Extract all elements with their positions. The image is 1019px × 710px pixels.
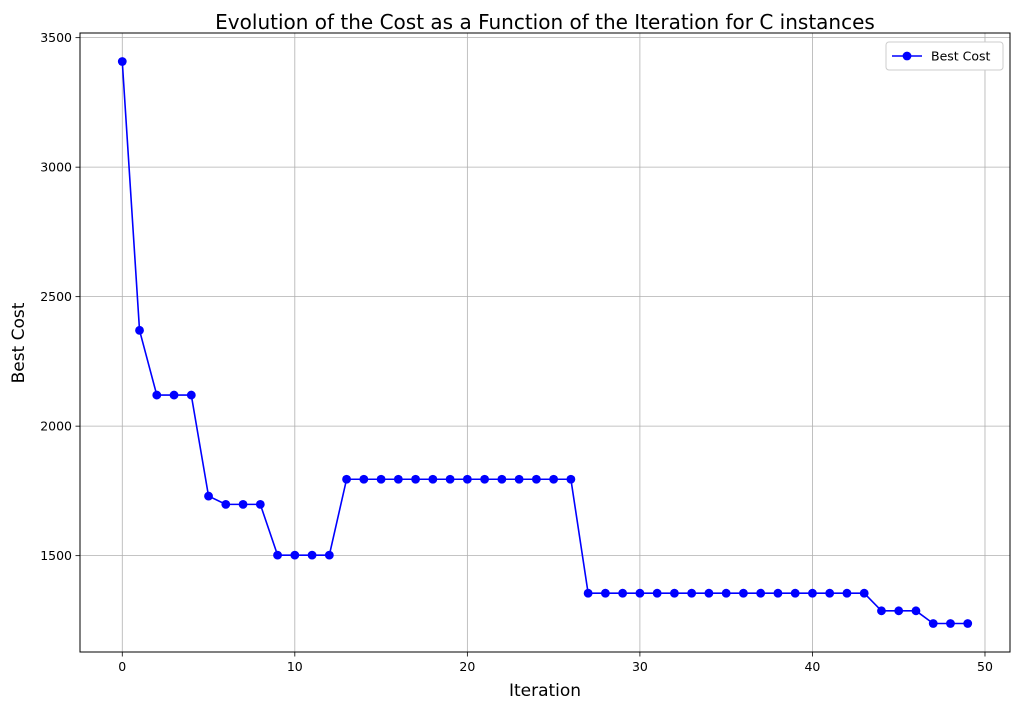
data-point [808,588,817,598]
data-point [186,390,196,400]
data-point [911,606,921,616]
plot-frame [79,32,1011,653]
data-point [428,474,438,484]
y-tick-label: 1500 [40,548,72,563]
data-point [549,474,559,484]
data-point [531,474,541,484]
x-tick-label: 30 [632,659,648,674]
data-point [635,588,645,598]
data-point [273,550,282,560]
x-tick-label: 0 [118,659,126,674]
data-point [670,588,679,598]
x-tick-label: 50 [977,659,993,674]
y-tick-label: 2500 [40,289,72,304]
data-point [877,606,886,616]
x-axis-title: Iteration [509,681,581,701]
data-point [928,619,938,628]
legend-box [885,41,1004,71]
legend-marker-swatch [902,51,912,61]
data-point [342,474,351,484]
data-point [859,588,869,598]
data-point [963,619,973,628]
data-point [946,619,955,628]
data-point [480,474,490,484]
y-axis-title: Best Cost [9,302,29,383]
chart-title: Evolution of the Cost as a Function of t… [215,10,875,34]
data-point [204,491,213,501]
data-point [290,550,300,560]
data-point [566,474,576,484]
data-point [790,588,800,598]
grid [80,33,1010,652]
data-point [739,588,748,598]
data-point [255,499,265,509]
data-point [583,588,593,598]
data-point [618,588,628,598]
data-point [462,474,472,484]
x-tick-label: 40 [804,659,820,674]
data-point [169,390,179,400]
data-point [652,588,662,598]
data-point [393,474,403,484]
series-layer [117,57,973,628]
data-point [238,499,248,509]
x-tick-label: 20 [459,659,475,674]
data-point [324,550,334,560]
data-point [221,499,231,509]
data-point [445,474,455,484]
data-point [687,588,697,598]
legend: Best Cost [885,41,1004,71]
ticks: 0 10 20 30 40 50 1500 2000 2500 3000 3500 [40,30,993,674]
data-point [514,474,524,484]
data-point [894,606,904,616]
y-tick-label: 3500 [40,30,72,45]
data-point [773,588,783,598]
data-point [497,474,507,484]
data-point [376,474,386,484]
data-point [842,588,852,598]
data-point [411,474,420,484]
legend-label: Best Cost [931,49,991,64]
data-point [721,588,731,598]
data-point [756,588,766,598]
data-point [359,474,369,484]
data-point [704,588,714,598]
data-point [152,390,162,400]
data-point [117,57,127,66]
data-point [825,588,835,598]
data-point [600,588,610,598]
y-tick-label: 3000 [40,160,72,175]
data-point [307,550,317,560]
y-tick-label: 2000 [40,419,72,434]
data-point [135,325,144,335]
x-tick-label: 10 [287,659,303,674]
